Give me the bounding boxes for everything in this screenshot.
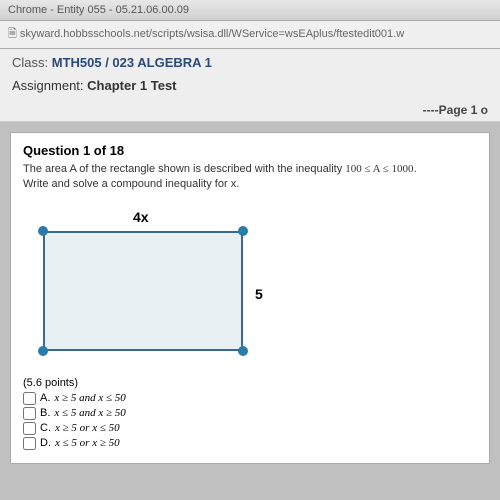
page-indicator-text: ----Page 1 o	[423, 103, 488, 117]
question-text-part2: .	[414, 163, 417, 175]
assignment-label: Assignment:	[12, 78, 84, 93]
option-c-letter: C.	[40, 422, 51, 434]
question-text-part1: The area A of the rectangle shown is des…	[23, 163, 345, 175]
option-d-checkbox[interactable]	[23, 437, 36, 450]
class-row: Class: MTH505 / 023 ALGEBRA 1	[0, 49, 500, 76]
url-text: skyward.hobbsschools.net/scripts/wsisa.d…	[20, 28, 404, 40]
option-b[interactable]: B. x ≤ 5 and x ≥ 50	[23, 406, 477, 421]
question-title: Question 1 of 18	[23, 143, 477, 158]
option-a-letter: A.	[40, 392, 50, 404]
class-value: MTH505 / 023 ALGEBRA 1	[52, 55, 212, 70]
browser-title-bar: Chrome - Entity 055 - 05.21.06.00.09	[0, 0, 500, 21]
question-text: The area A of the rectangle shown is des…	[23, 162, 477, 193]
page-icon: 🗎	[8, 28, 20, 40]
assignment-value: Chapter 1 Test	[87, 78, 176, 93]
figure-top-label: 4x	[133, 209, 149, 225]
question-points: (5.6 points)	[23, 377, 477, 389]
option-d-letter: D.	[40, 437, 51, 449]
options-list: A. x ≥ 5 and x ≤ 50 B. x ≤ 5 and x ≥ 50 …	[23, 391, 477, 451]
option-d[interactable]: D. x ≤ 5 or x ≥ 50	[23, 436, 477, 451]
page-indicator: ----Page 1 o	[0, 99, 500, 122]
url-bar[interactable]: 🗎 skyward.hobbsschools.net/scripts/wsisa…	[0, 21, 500, 49]
figure-dot-bl	[38, 346, 48, 356]
option-b-text: x ≤ 5 and x ≥ 50	[54, 407, 125, 419]
question-text-line2: Write and solve a compound inequality fo…	[23, 178, 239, 190]
question-inequality: 100 ≤ A ≤ 1000	[345, 163, 413, 175]
assignment-row: Assignment: Chapter 1 Test	[0, 76, 500, 99]
option-c[interactable]: C. x ≥ 5 or x ≤ 50	[23, 421, 477, 436]
question-panel: Question 1 of 18 The area A of the recta…	[10, 132, 490, 464]
option-d-text: x ≤ 5 or x ≥ 50	[55, 437, 120, 449]
browser-title-text: Chrome - Entity 055 - 05.21.06.00.09	[8, 4, 189, 16]
class-label: Class:	[12, 55, 48, 70]
figure-dot-tr	[238, 226, 248, 236]
option-b-letter: B.	[40, 407, 50, 419]
figure-rectangle	[43, 231, 243, 351]
rectangle-figure: 4x 5	[23, 201, 283, 371]
option-a[interactable]: A. x ≥ 5 and x ≤ 50	[23, 391, 477, 406]
figure-dot-br	[238, 346, 248, 356]
option-b-checkbox[interactable]	[23, 407, 36, 420]
option-c-checkbox[interactable]	[23, 422, 36, 435]
figure-dot-tl	[38, 226, 48, 236]
figure-right-label: 5	[255, 286, 263, 302]
option-a-checkbox[interactable]	[23, 392, 36, 405]
option-c-text: x ≥ 5 or x ≤ 50	[55, 422, 120, 434]
option-a-text: x ≥ 5 and x ≤ 50	[54, 392, 125, 404]
